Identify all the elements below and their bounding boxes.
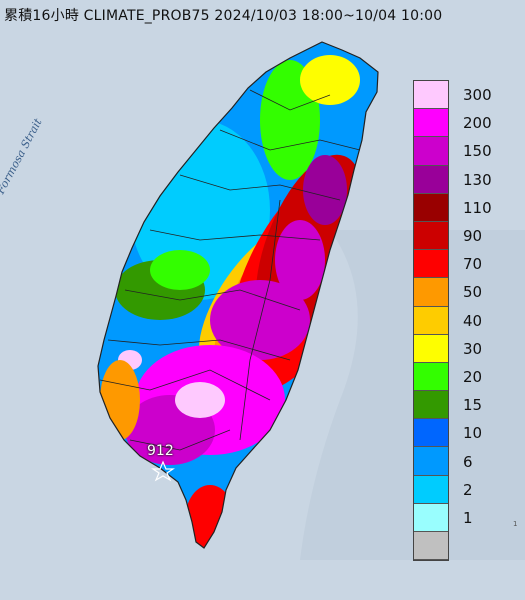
legend-label: 90 [463,227,483,245]
legend-swatch [414,109,448,138]
legend-swatch [414,447,448,476]
legend-swatch [414,137,448,166]
legend-swatch [414,532,448,561]
legend-label: 1 [463,509,473,527]
legend-swatch [414,334,448,363]
island-outline [97,41,379,549]
legend-swatch [414,165,448,194]
edge-text: 1 [513,520,518,528]
legend-label: 150 [463,142,492,161]
legend-label: 130 [463,170,492,189]
county-boundaries [99,89,361,451]
legend-swatch [414,221,448,251]
legend-label: 30 [463,339,483,358]
legend-swatch [414,250,448,279]
legend-label: 50 [463,283,483,302]
legend-label: 2 [463,480,473,499]
legend-label: 200 [463,114,492,133]
legend-swatch [414,362,448,392]
sea-shade [300,230,525,560]
legend-swatch [414,391,448,420]
legend-label: 15 [463,396,483,415]
map-title: 累積16小時 CLIMATE_PROB75 2024/10/03 18:00~1… [4,8,443,24]
legend-label: 40 [463,311,483,330]
legend-swatch [414,503,448,532]
legend-label: 10 [463,424,483,443]
legend-swatch [414,193,448,222]
color-legend [413,80,449,562]
legend-swatch [414,419,448,448]
legend-swatch [414,306,448,335]
legend-label: 6 [463,452,473,471]
legend-swatch [414,278,448,307]
max-marker [151,460,175,482]
legend-swatch [414,81,448,110]
legend-label: 300 [463,86,492,104]
legend-label: 110 [463,198,492,217]
legend-swatch [414,475,448,504]
legend-label: 70 [463,255,483,274]
max-value-label: 912 [147,443,174,459]
legend-label: 20 [463,368,483,386]
